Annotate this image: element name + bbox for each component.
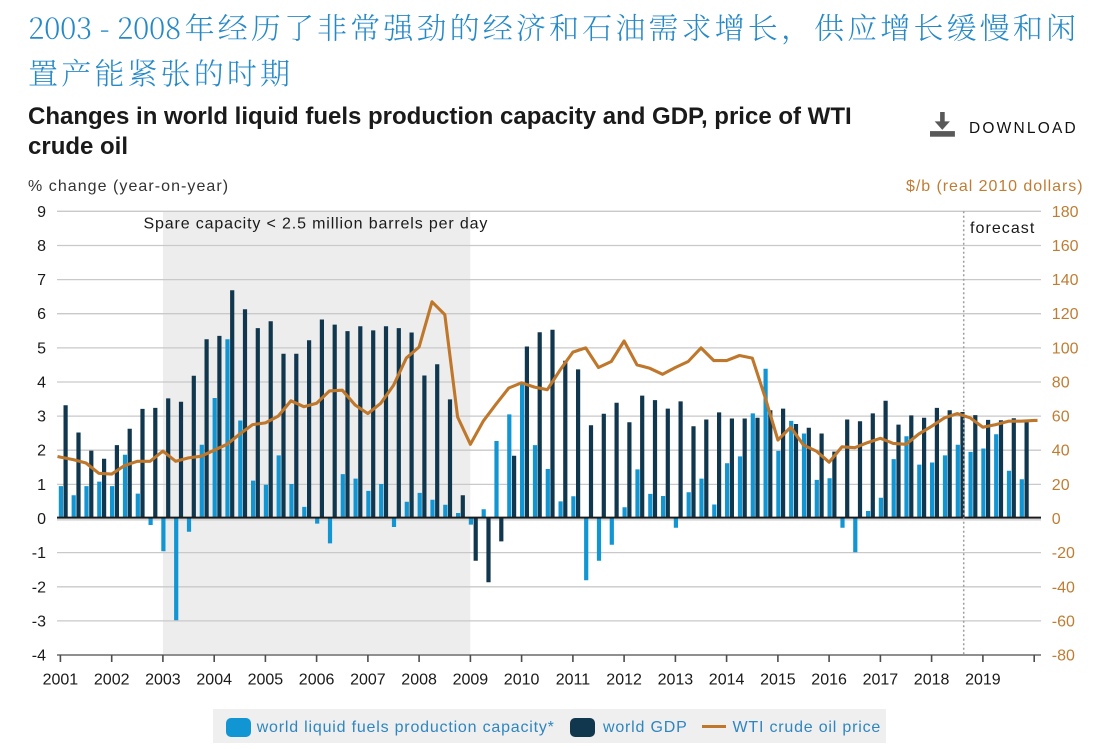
svg-text:-1: -1 [32, 545, 46, 562]
svg-text:2007: 2007 [350, 672, 386, 689]
svg-text:$/b (real 2010 dollars): $/b (real 2010 dollars) [906, 178, 1084, 195]
svg-text:1: 1 [37, 477, 46, 494]
svg-text:180: 180 [1052, 204, 1079, 221]
svg-text:160: 160 [1052, 238, 1079, 255]
svg-text:2012: 2012 [606, 672, 642, 689]
svg-text:2010: 2010 [504, 672, 540, 689]
svg-text:-80: -80 [1052, 648, 1075, 665]
svg-text:-40: -40 [1052, 579, 1075, 596]
svg-text:2009: 2009 [453, 672, 489, 689]
svg-text:2016: 2016 [811, 672, 847, 689]
svg-text:120: 120 [1052, 306, 1079, 323]
svg-text:60: 60 [1052, 409, 1070, 426]
svg-text:2015: 2015 [760, 672, 796, 689]
svg-text:9: 9 [37, 204, 46, 221]
svg-text:20: 20 [1052, 477, 1070, 494]
svg-text:2: 2 [37, 443, 46, 460]
svg-text:forecast: forecast [970, 220, 1035, 237]
svg-text:8: 8 [37, 238, 46, 255]
svg-text:140: 140 [1052, 272, 1079, 289]
svg-text:3: 3 [37, 409, 46, 426]
svg-text:Spare capacity < 2.5 million b: Spare capacity < 2.5 million barrels per… [144, 216, 489, 233]
svg-text:2006: 2006 [299, 672, 335, 689]
svg-text:7: 7 [37, 272, 46, 289]
svg-text:2008: 2008 [401, 672, 437, 689]
svg-text:2004: 2004 [196, 672, 232, 689]
svg-text:2001: 2001 [43, 672, 79, 689]
svg-text:-60: -60 [1052, 613, 1075, 630]
svg-text:0: 0 [37, 511, 46, 528]
svg-text:100: 100 [1052, 340, 1079, 357]
svg-text:40: 40 [1052, 443, 1070, 460]
svg-text:-2: -2 [32, 579, 46, 596]
svg-text:2014: 2014 [709, 672, 745, 689]
svg-text:5: 5 [37, 340, 46, 357]
svg-text:2011: 2011 [556, 672, 591, 689]
svg-text:2017: 2017 [863, 672, 899, 689]
svg-text:2005: 2005 [248, 672, 284, 689]
svg-text:2003: 2003 [145, 672, 181, 689]
svg-text:% change (year-on-year): % change (year-on-year) [28, 178, 229, 195]
svg-text:4: 4 [37, 375, 46, 392]
svg-text:-4: -4 [32, 648, 46, 665]
svg-text:80: 80 [1052, 375, 1070, 392]
svg-text:-3: -3 [32, 613, 46, 630]
svg-text:2002: 2002 [94, 672, 130, 689]
svg-text:2019: 2019 [965, 672, 1001, 689]
svg-text:0: 0 [1052, 511, 1061, 528]
svg-text:2013: 2013 [658, 672, 694, 689]
svg-text:-20: -20 [1052, 545, 1075, 562]
svg-text:2018: 2018 [914, 672, 950, 689]
svg-text:6: 6 [37, 306, 46, 323]
